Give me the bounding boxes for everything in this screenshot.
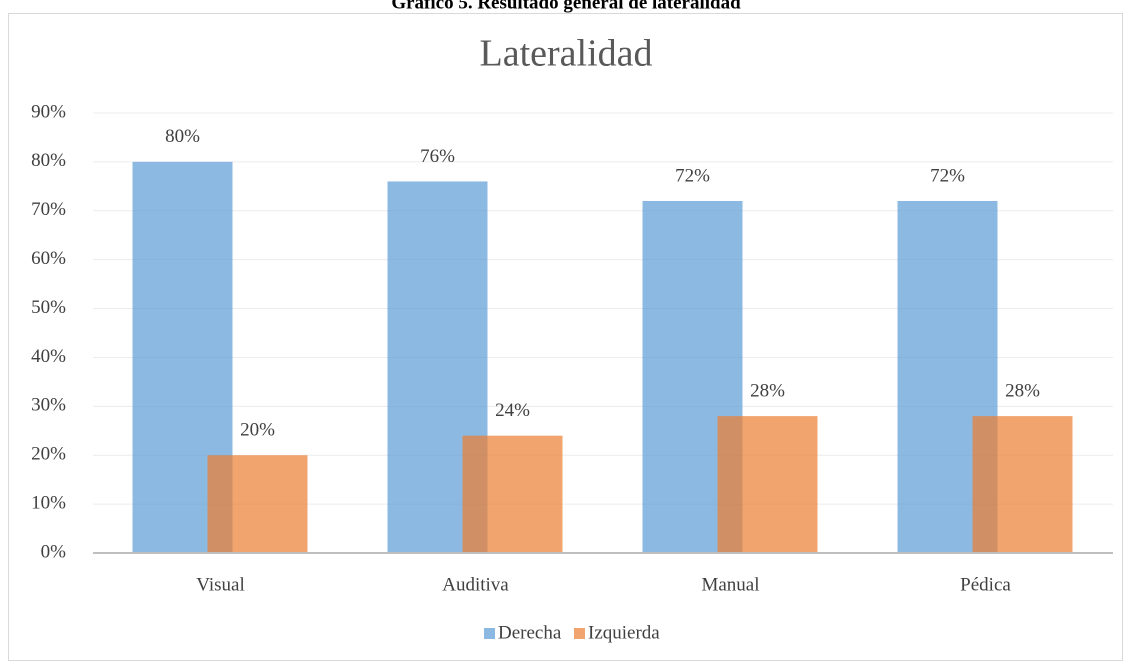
- y-tick-label: 60%: [31, 248, 66, 269]
- data-label: 76%: [420, 146, 455, 167]
- y-tick-label: 20%: [31, 444, 66, 465]
- chart-title: Lateralidad: [479, 33, 652, 75]
- data-label: 72%: [675, 165, 710, 186]
- data-label: 20%: [240, 420, 275, 441]
- legend-label: Derecha: [498, 622, 562, 643]
- legend-label: Izquierda: [588, 622, 660, 643]
- data-label: 24%: [495, 400, 530, 421]
- legend-swatch: [574, 628, 585, 639]
- x-tick-label: Auditiva: [442, 574, 509, 595]
- y-tick-label: 30%: [31, 395, 66, 416]
- data-label: 28%: [750, 380, 785, 401]
- bar: [717, 416, 818, 553]
- y-tick-label: 0%: [41, 541, 67, 562]
- y-tick-label: 80%: [31, 150, 66, 171]
- y-tick-label: 70%: [31, 199, 66, 220]
- y-tick-label: 40%: [31, 346, 66, 367]
- caption: Gráfico 5. Resultado general de laterali…: [391, 0, 741, 13]
- bar: [462, 435, 563, 553]
- data-label: 72%: [930, 165, 965, 186]
- legend-swatch: [484, 628, 495, 639]
- bar: [972, 416, 1073, 553]
- bar: [207, 455, 308, 553]
- y-tick-label: 50%: [31, 297, 66, 318]
- x-tick-label: Pédica: [960, 574, 1011, 595]
- data-label: 80%: [165, 126, 200, 147]
- y-tick-label: 90%: [31, 101, 66, 122]
- x-tick-label: Manual: [701, 574, 759, 595]
- y-tick-label: 10%: [31, 492, 66, 513]
- data-label: 28%: [1005, 380, 1040, 401]
- x-tick-label: Visual: [196, 574, 244, 595]
